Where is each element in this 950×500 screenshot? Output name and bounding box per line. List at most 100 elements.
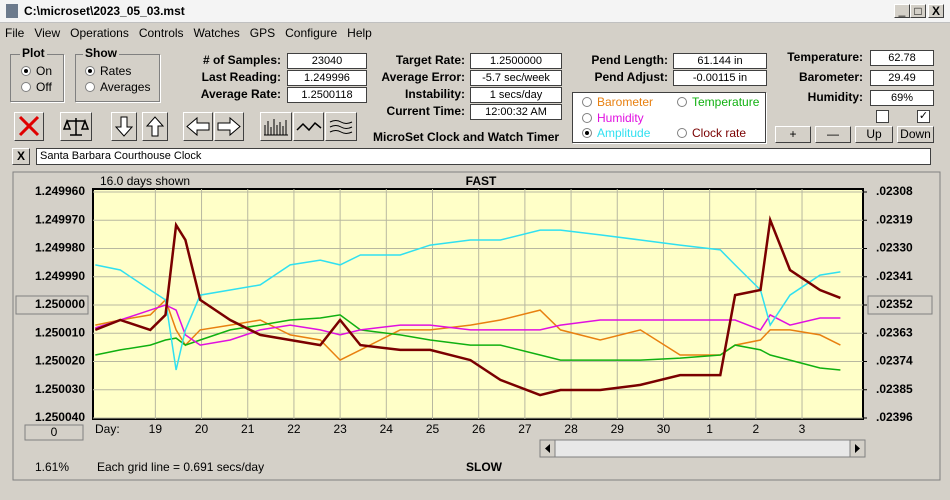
- field-label: Barometer:: [798, 70, 863, 84]
- env-button[interactable]: +: [775, 126, 811, 143]
- field-value: 1.249996: [287, 70, 367, 86]
- radio-option[interactable]: Averages: [85, 80, 150, 94]
- stop-icon: [18, 115, 40, 137]
- menu-item[interactable]: Help: [347, 26, 372, 40]
- radio-option[interactable]: Off: [21, 80, 52, 94]
- stop-button[interactable]: [14, 112, 44, 141]
- lines-button[interactable]: [325, 112, 357, 141]
- app-icon: [6, 4, 18, 18]
- field-label: Temperature:: [787, 50, 863, 64]
- checkbox[interactable]: ✓: [917, 110, 930, 123]
- x-tick-label: 3: [799, 422, 806, 436]
- radio-label: Off: [36, 80, 52, 94]
- maximize-button[interactable]: □: [910, 4, 926, 18]
- radio-dot: [677, 97, 687, 107]
- menu-item[interactable]: File: [5, 26, 25, 40]
- y-tick-label: 1.250010: [35, 325, 85, 339]
- radio-option[interactable]: Temperature: [677, 95, 759, 109]
- minimize-button[interactable]: _: [894, 4, 910, 18]
- radio-label: Humidity: [597, 111, 644, 125]
- app-title: MicroSet Clock and Watch Timer: [373, 130, 560, 144]
- env-button[interactable]: Up: [855, 126, 893, 143]
- radio-option[interactable]: Amplitude: [582, 126, 650, 140]
- chart-title: FAST: [466, 174, 497, 188]
- y-tick-label: 1.249960: [35, 184, 85, 198]
- field-label: Humidity:: [807, 90, 863, 104]
- bottom-label: SLOW: [466, 460, 503, 474]
- plot-label: Plot: [20, 46, 47, 60]
- menu-item[interactable]: Watches: [193, 26, 240, 40]
- radio-label: Amplitude: [597, 126, 651, 140]
- radio-dot: [582, 97, 592, 107]
- balance-button[interactable]: [60, 112, 92, 141]
- radio-label: Clock rate: [692, 126, 747, 140]
- wave-button[interactable]: [293, 112, 324, 141]
- field-value: 23040: [287, 53, 367, 69]
- y2-tick-label: .02330: [876, 241, 913, 255]
- radio-label: Rates: [100, 64, 132, 78]
- checkbox[interactable]: [876, 110, 889, 123]
- radio-label: On: [36, 64, 53, 78]
- field-value: 12:00:32 AM: [470, 104, 562, 120]
- menu-item[interactable]: Operations: [70, 26, 129, 40]
- field-label: Instability:: [404, 87, 465, 101]
- offset-button[interactable]: [24, 424, 84, 441]
- y2-tick-label: .02374: [876, 354, 913, 368]
- up-button[interactable]: [142, 112, 168, 141]
- x-axis-label: Day:: [95, 422, 120, 436]
- down-button[interactable]: [111, 112, 137, 141]
- bars-button[interactable]: [260, 112, 292, 141]
- x-tick-label: 2: [752, 422, 759, 436]
- field-value: 1.2500000: [470, 53, 562, 69]
- window-title: C:\microset\2023_05_03.mst: [24, 4, 185, 18]
- env-button[interactable]: —: [815, 126, 851, 143]
- x-tick-label: 25: [426, 422, 440, 436]
- menu-item[interactable]: GPS: [249, 26, 276, 40]
- env-button[interactable]: Down: [897, 126, 934, 143]
- grid-note: Each grid line = 0.691 secs/day: [97, 460, 264, 474]
- field-value: -5.7 sec/week: [470, 70, 562, 86]
- radio-dot: [85, 66, 95, 76]
- field-value: 69%: [870, 90, 934, 106]
- series-line: [95, 229, 841, 371]
- radio-option[interactable]: On: [21, 64, 52, 78]
- radio-dot: [582, 113, 592, 123]
- clear-name-button[interactable]: X: [12, 148, 30, 165]
- field-label: Last Reading:: [201, 70, 281, 84]
- scrollbar[interactable]: [539, 439, 866, 458]
- offset-label: 0: [51, 425, 58, 439]
- menu-item[interactable]: Configure: [285, 26, 338, 40]
- menu-item[interactable]: Controls: [138, 26, 184, 40]
- radio-option[interactable]: Humidity: [582, 111, 644, 125]
- x-tick-label: 28: [564, 422, 578, 436]
- menu-item[interactable]: View: [34, 26, 61, 40]
- radio-dot: [21, 66, 31, 76]
- field-label: Current Time:: [386, 104, 465, 118]
- close-button[interactable]: X: [928, 4, 944, 18]
- x-tick-label: 27: [518, 422, 532, 436]
- x-tick-label: 21: [241, 422, 255, 436]
- show-label: Show: [83, 46, 119, 60]
- y-tick-label: 1.249990: [35, 269, 85, 283]
- y-tick-label: 1.250030: [35, 382, 85, 396]
- x-tick-label: 1: [706, 422, 713, 436]
- field-label: Pend Length:: [591, 53, 668, 67]
- left-button[interactable]: [183, 112, 213, 141]
- clock-name[interactable]: Santa Barbara Courthouse Clock: [36, 148, 931, 165]
- reference-button[interactable]: [867, 295, 933, 315]
- channel-box: [572, 92, 766, 143]
- radio-option[interactable]: Barometer: [582, 95, 653, 109]
- wave-icon: [296, 121, 322, 132]
- field-value: 1.2500118: [287, 87, 367, 103]
- right-button[interactable]: [214, 112, 244, 141]
- radio-label: Barometer: [597, 95, 654, 109]
- field-label: Average Rate:: [200, 87, 281, 101]
- radio-option[interactable]: Clock rate: [677, 126, 746, 140]
- y2-tick-label: .02308: [876, 184, 913, 198]
- field-label: # of Samples:: [202, 53, 281, 67]
- field-value: 61.144 in: [673, 53, 767, 69]
- x-tick-label: 30: [657, 422, 671, 436]
- radio-option[interactable]: Rates: [85, 64, 131, 78]
- reference-button[interactable]: [15, 295, 89, 315]
